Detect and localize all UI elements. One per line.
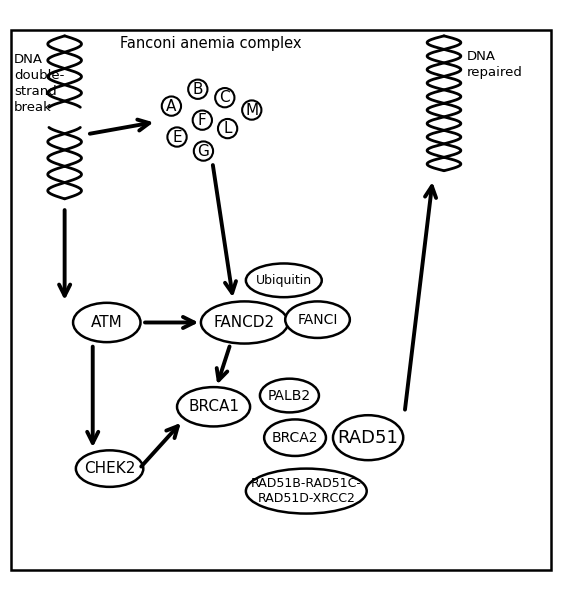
Text: E: E [172,130,182,145]
Text: BRCA1: BRCA1 [188,399,239,414]
Text: RAD51B-RAD51C-
RAD51D-XRCC2: RAD51B-RAD51C- RAD51D-XRCC2 [251,477,362,505]
Text: Fanconi anemia complex: Fanconi anemia complex [120,36,301,51]
Ellipse shape [264,419,326,456]
Circle shape [215,88,234,107]
Ellipse shape [285,301,350,338]
Ellipse shape [246,469,367,514]
Text: DNA
repaired: DNA repaired [466,50,522,79]
Text: BRCA2: BRCA2 [272,431,318,445]
Text: A: A [166,98,176,113]
Circle shape [218,119,237,138]
Ellipse shape [260,379,319,412]
Circle shape [194,142,213,161]
Text: F: F [198,113,207,128]
Text: L: L [223,121,232,136]
Ellipse shape [246,263,321,297]
Text: PALB2: PALB2 [268,389,311,403]
Text: M: M [245,103,259,118]
Text: Ubiquitin: Ubiquitin [256,274,312,287]
Circle shape [193,110,212,130]
Ellipse shape [177,387,250,427]
Text: ATM: ATM [91,315,123,330]
Text: RAD51: RAD51 [338,428,398,446]
Circle shape [162,97,181,116]
Text: FANCD2: FANCD2 [214,315,275,330]
Text: C: C [220,90,230,105]
Text: DNA
double-
strand
break: DNA double- strand break [14,53,65,114]
Ellipse shape [333,415,404,460]
Text: B: B [193,82,203,97]
Ellipse shape [73,303,140,342]
Text: G: G [197,143,210,158]
Circle shape [188,80,207,99]
Ellipse shape [201,301,288,344]
Text: FANCI: FANCI [297,313,338,326]
Circle shape [242,100,261,119]
Circle shape [167,127,187,146]
Ellipse shape [76,451,143,487]
Text: CHEK2: CHEK2 [84,461,135,476]
